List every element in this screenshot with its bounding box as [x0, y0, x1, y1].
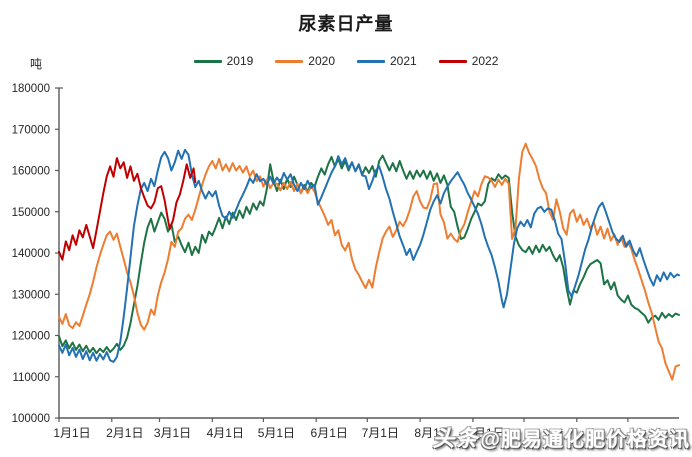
x-tick-label: 8月1日: [414, 426, 451, 440]
legend-swatch-2020: [275, 59, 304, 63]
series-line-2022: [58, 157, 197, 261]
chart-title: 尿素日产量: [298, 14, 394, 34]
x-tick-label: 9月1日: [467, 426, 504, 440]
y-tick-label: 180000: [12, 83, 50, 95]
chart-legend: 2019 2020 2021 2022: [0, 54, 692, 68]
y-tick-label: 140000: [12, 248, 50, 260]
legend-item-2022: 2022: [438, 54, 499, 68]
x-tick-label: 4月1日: [207, 426, 244, 440]
y-tick-label: 120000: [12, 331, 50, 343]
y-tick-label: 170000: [12, 124, 50, 136]
watermark-brand-logo: 头条: [432, 426, 479, 451]
legend-swatch-2021: [357, 59, 385, 63]
watermark: 头条 @肥易通化肥价格资讯: [432, 421, 690, 453]
legend-label: 2019: [226, 54, 254, 68]
y-tick-label: 130000: [12, 289, 50, 301]
y-tick-label: 160000: [12, 166, 50, 178]
legend-label: 2020: [308, 54, 335, 68]
x-tick-label: 6月1日: [311, 426, 348, 440]
legend-label: 2021: [390, 54, 417, 68]
y-tick-label: 100000: [12, 413, 50, 425]
series-line-2021: [58, 148, 680, 363]
y-tick-label: 150000: [12, 207, 50, 219]
legend-label: 2022: [471, 54, 499, 68]
legend-swatch-2022: [438, 59, 467, 63]
series-line-2020: [58, 142, 680, 381]
y-tick-label: 110000: [12, 372, 50, 384]
x-tick-label: 5月1日: [258, 426, 295, 440]
legend-swatch-2019: [193, 59, 222, 63]
watermark-text: @肥易通化肥价格资讯: [480, 429, 690, 451]
legend-item-2019: 2019: [193, 54, 254, 68]
series-line-2019: [58, 154, 680, 355]
legend-item-2020: 2020: [275, 54, 335, 68]
legend-item-2021: 2021: [357, 54, 417, 68]
y-axis-unit-label: 吨: [30, 57, 43, 71]
x-tick-label: 1月1日: [53, 426, 90, 440]
x-tick-label: 2月1日: [106, 426, 143, 440]
x-tick-label: 3月1日: [154, 426, 191, 440]
x-tick-label: 7月1日: [362, 426, 399, 440]
